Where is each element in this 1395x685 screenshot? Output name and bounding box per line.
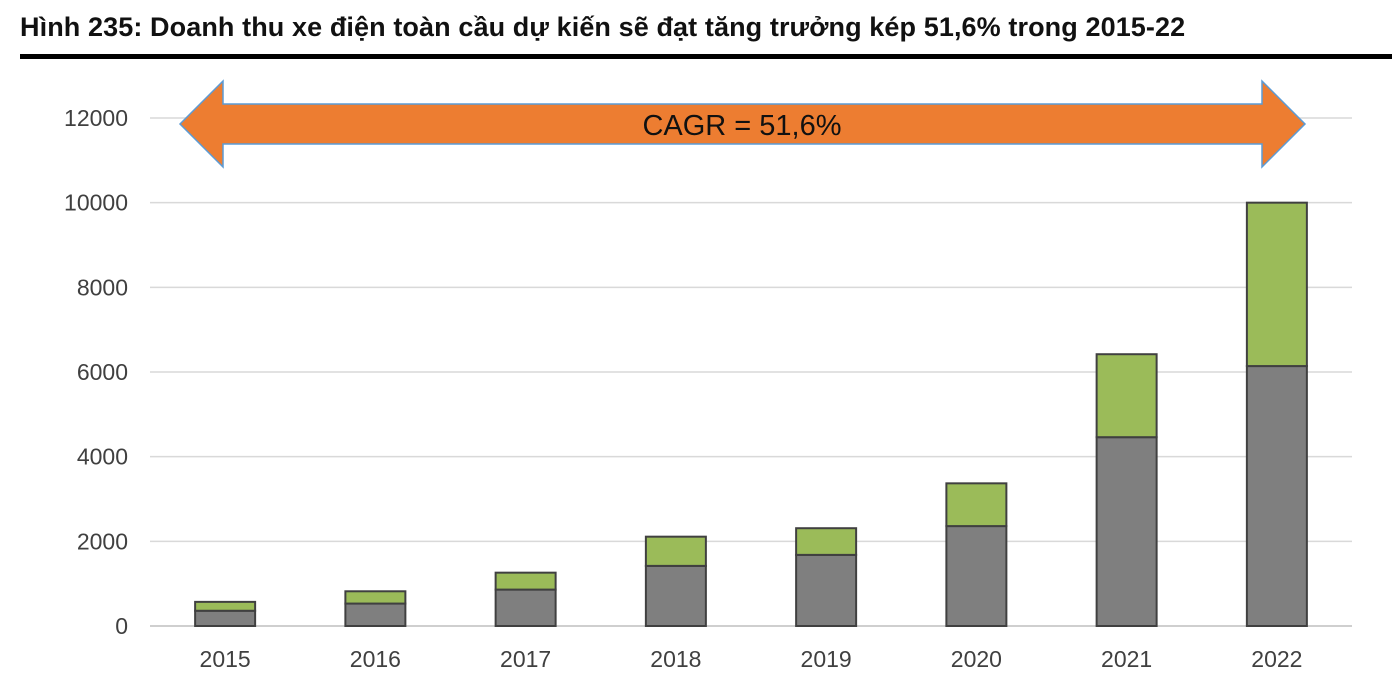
bar-segment-2: [1245, 201, 1308, 368]
bar-segment-1: [1245, 365, 1308, 627]
bar-segment-2: [194, 600, 257, 612]
y-tick-label: 10000: [64, 190, 128, 216]
x-tick-label: 2017: [500, 646, 551, 672]
y-tick-label: 12000: [64, 105, 128, 131]
bars: [194, 201, 1308, 628]
bar-segment-2: [344, 590, 407, 605]
y-tick-label: 0: [115, 613, 128, 639]
x-tick-label: 2016: [350, 646, 401, 672]
y-tick-label: 2000: [77, 528, 128, 554]
y-tick-label: 8000: [77, 274, 128, 300]
figure-title: Hình 235: Doanh thu xe điện toàn cầu dự …: [20, 12, 1186, 42]
cagr-label: CAGR = 51,6%: [642, 110, 841, 142]
bar-segment-2: [494, 571, 557, 591]
x-tick-label: 2021: [1101, 646, 1152, 672]
y-tick-label: 6000: [77, 359, 128, 385]
cagr-annotation: CAGR = 51,6%: [178, 79, 1307, 169]
cagr-arrow: [178, 79, 1307, 169]
y-axis-ticks: 0 2000 4000 6000 8000 10000 12000: [64, 105, 128, 639]
bar-segment-2: [795, 527, 858, 556]
bar-segment-1: [945, 525, 1008, 627]
y-tick-label: 4000: [77, 444, 128, 470]
bar-segment-1: [344, 602, 407, 628]
x-tick-label: 2019: [801, 646, 852, 672]
bar-segment-2: [644, 535, 707, 567]
x-tick-label: 2015: [200, 646, 251, 672]
bar-segment-1: [494, 588, 557, 627]
gridlines: [150, 117, 1352, 627]
title-rule: [20, 54, 1392, 59]
bar-segment-1: [644, 564, 707, 627]
x-tick-label: 2020: [951, 646, 1002, 672]
bar-segment-1: [194, 609, 257, 628]
x-axis-ticks: 2015 2016 2017 2018 2019 2020 2021 2022: [200, 646, 1303, 672]
bar-segment-1: [1095, 436, 1158, 627]
bar-segment-2: [1095, 353, 1158, 439]
x-tick-label: 2018: [650, 646, 701, 672]
x-tick-label: 2022: [1251, 646, 1302, 672]
bar-segment-1: [795, 553, 858, 628]
bar-segment-2: [945, 482, 1008, 528]
